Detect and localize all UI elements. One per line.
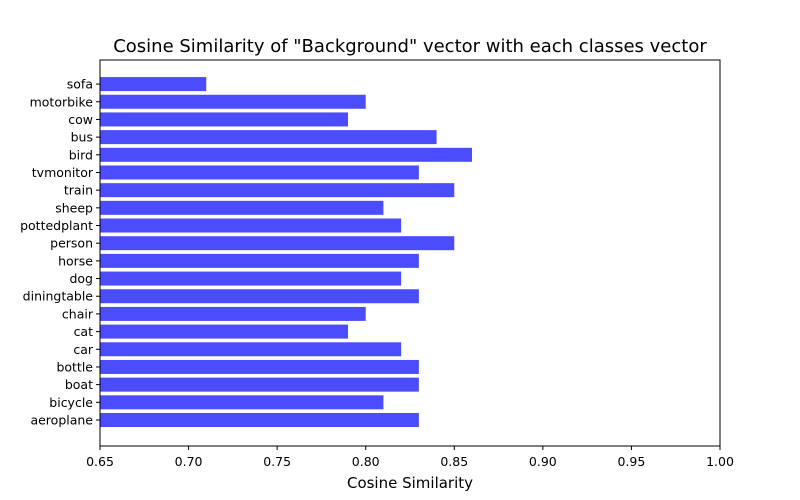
y-tick-label: car xyxy=(73,342,94,357)
y-tick-label: tvmonitor xyxy=(32,165,94,180)
y-tick-label: sheep xyxy=(55,200,93,215)
x-ticks-layer: 0.65 0.70 0.75 0.80 0.85 0.90 0.95 1.00 xyxy=(86,446,734,469)
bar-bicycle xyxy=(100,395,384,410)
x-tick-label: 0.90 xyxy=(529,454,557,469)
y-tick-label: boat xyxy=(65,377,93,392)
y-tick-label: sofa xyxy=(67,77,93,92)
x-tick-label: 0.75 xyxy=(263,454,291,469)
bar-dog xyxy=(100,271,402,286)
y-ticks-layer: aeroplane bicycle boat bottle car cat chair din… xyxy=(20,77,100,428)
bar-train xyxy=(100,183,455,198)
bar-boat xyxy=(100,377,419,392)
y-tick-label: bottle xyxy=(56,359,93,374)
y-tick-label: chair xyxy=(62,306,94,321)
bar-chair xyxy=(100,306,366,321)
x-tick-label: 0.80 xyxy=(352,454,380,469)
bar-cow xyxy=(100,112,348,127)
y-tick-label: pottedplant xyxy=(20,218,93,233)
x-tick-label: 1.00 xyxy=(706,454,734,469)
y-tick-label: dog xyxy=(69,271,93,286)
x-tick-label: 0.85 xyxy=(440,454,468,469)
plot-frame xyxy=(99,59,721,447)
bar-cat xyxy=(100,324,348,339)
y-tick-label: aeroplane xyxy=(30,413,93,428)
y-tick-label: horse xyxy=(58,253,93,268)
y-tick-label: bicycle xyxy=(49,395,93,410)
y-tick-label: cat xyxy=(74,324,94,339)
bar-pottedplant xyxy=(100,218,402,233)
y-tick-label: train xyxy=(64,183,93,198)
bar-bus xyxy=(100,130,437,145)
y-tick-label: bus xyxy=(71,130,93,145)
bar-motorbike xyxy=(100,94,366,109)
chart-title: Cosine Similarity of "Background" vector… xyxy=(113,36,707,57)
x-tick-label: 0.95 xyxy=(618,454,646,469)
bar-car xyxy=(100,342,402,357)
bar-tvmonitor xyxy=(100,165,419,180)
bar-aeroplane xyxy=(100,413,419,427)
bar-person xyxy=(100,236,455,251)
y-tick-label: cow xyxy=(68,112,93,127)
bars-layer xyxy=(100,77,472,427)
bar-horse xyxy=(100,253,419,268)
bar-bottle xyxy=(100,359,419,374)
x-tick-label: 0.70 xyxy=(175,454,203,469)
y-tick-label: bird xyxy=(69,147,93,162)
x-tick-label: 0.65 xyxy=(86,454,114,469)
y-tick-label: motorbike xyxy=(30,94,94,109)
bar-sofa xyxy=(100,77,207,92)
x-axis-label: Cosine Similarity xyxy=(347,474,473,492)
y-tick-label: diningtable xyxy=(23,289,94,304)
bar-diningtable xyxy=(100,289,419,304)
bar-sheep xyxy=(100,200,384,215)
bar-bird xyxy=(100,147,472,162)
y-tick-label: person xyxy=(50,236,93,251)
